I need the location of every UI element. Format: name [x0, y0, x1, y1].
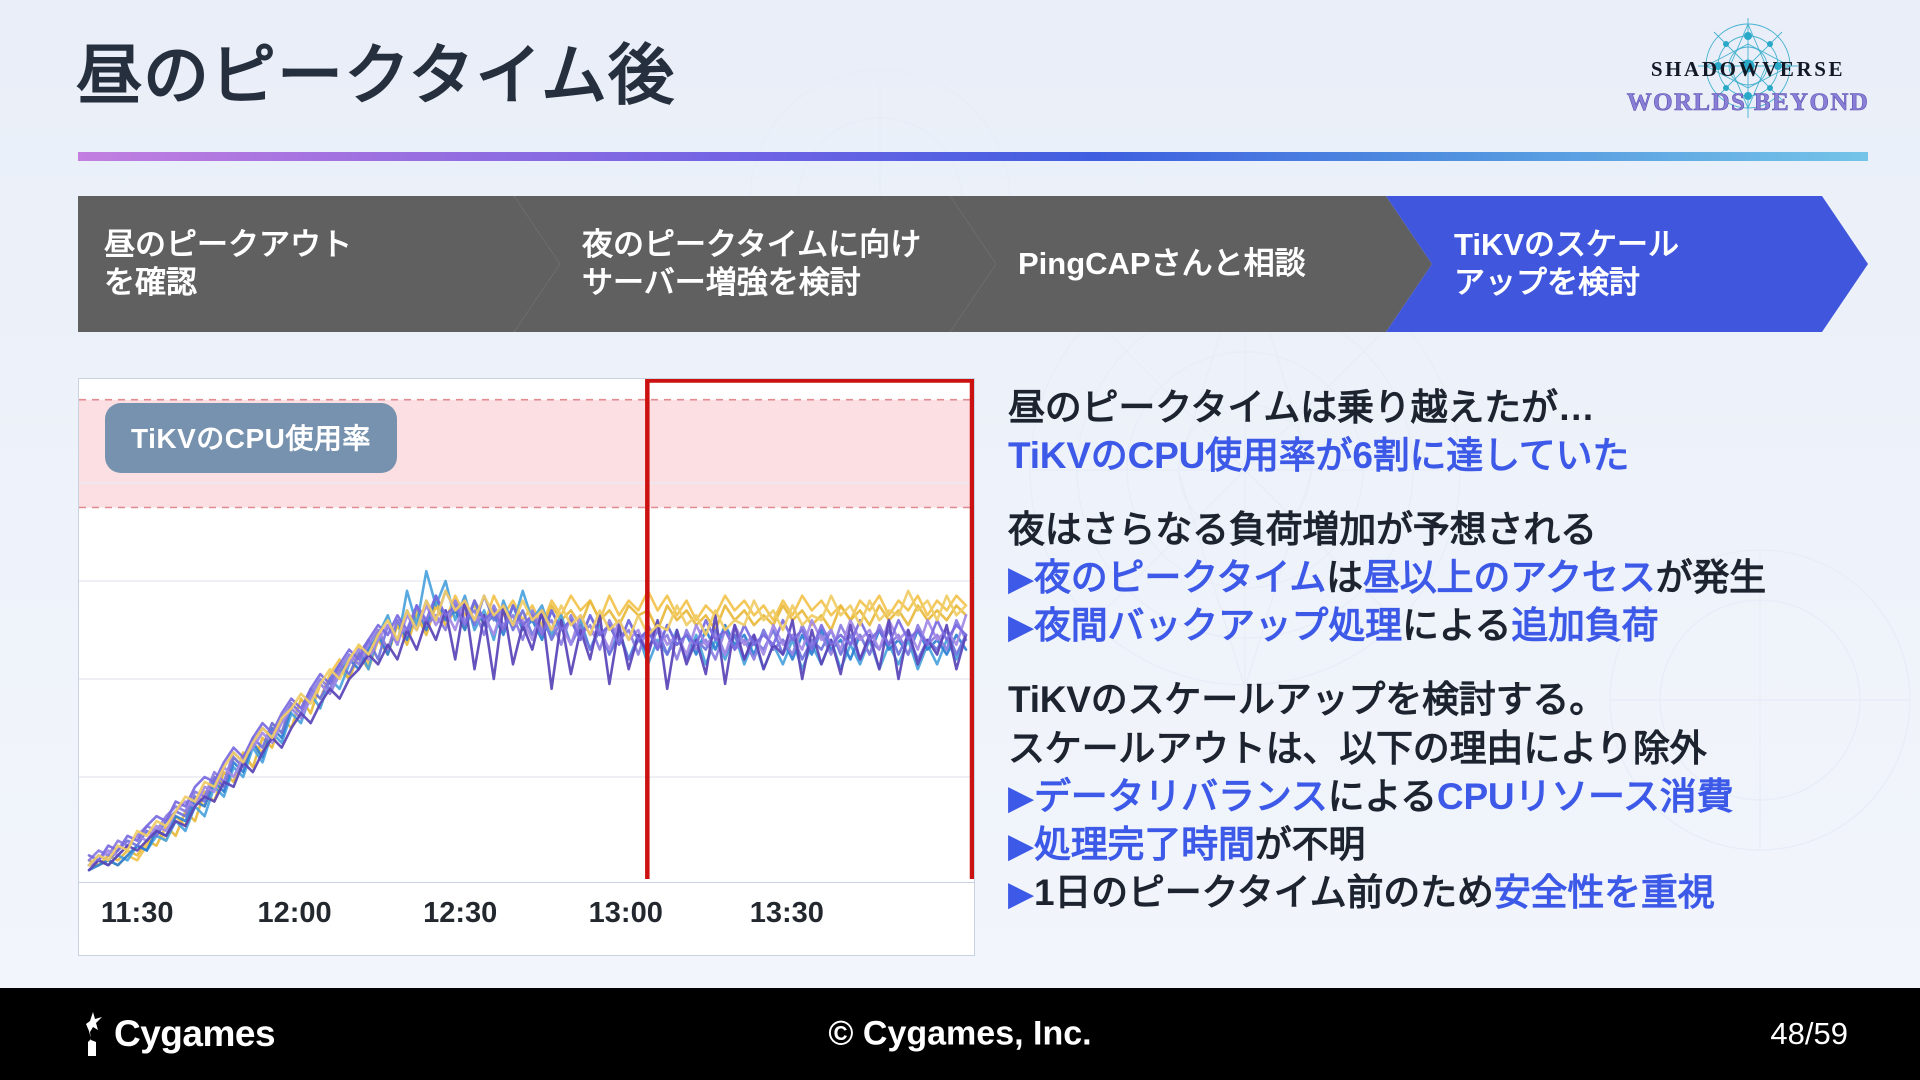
logo-line1: SHADOWVERSE — [1651, 57, 1845, 81]
note-highlight-text: データリバランス — [1033, 775, 1328, 817]
process-step-2[interactable]: 夜のピークタイムに向け サーバー増強を検討 — [514, 196, 996, 332]
process-flow: 昼のピークアウト を確認 夜のピークタイムに向け サーバー増強を検討 PingCAP… — [78, 196, 1868, 332]
note-text: 昼のピークタイムは乗り越えたが… — [1008, 387, 1595, 428]
title-divider — [78, 152, 1868, 161]
bullet-arrow-icon: ▶ — [1008, 874, 1034, 913]
bullet-arrow-icon: ▶ — [1008, 826, 1034, 865]
process-step-1[interactable]: 昼のピークアウト を確認 — [78, 196, 560, 332]
note-highlight-text: CPUリソース消費 — [1436, 775, 1734, 817]
copyright-text: © Cygames, Inc. — [828, 1014, 1092, 1053]
x-axis-tick-label: 13:30 — [749, 897, 824, 929]
page-title: 昼のピークタイム後 — [76, 38, 676, 112]
process-step-4[interactable]: TiKVのスケール アップを検討 — [1386, 196, 1868, 332]
note-bullet-line: ▶データリバランスによるCPUリソース消費 — [1008, 773, 1908, 821]
note-line: TiKVのCPU使用率が6割に達していた — [1008, 432, 1908, 480]
bullet-arrow-icon: ▶ — [1008, 778, 1034, 817]
cpu-usage-chart[interactable]: TiKVのCPU使用率 11:30 12:00 12:30 13:00 13:30 — [78, 378, 975, 956]
cygames-logo: Cygames — [78, 1010, 276, 1058]
cygames-mark-icon — [86, 1012, 102, 1056]
process-step-label: 昼のピークアウト を確認 — [104, 227, 352, 300]
chart-series-badge: TiKVのCPU使用率 — [105, 403, 397, 473]
note-text: 夜はさらなる負荷増加が予想される — [1008, 509, 1597, 551]
note-bullet-line: ▶1日のピークタイム前のため安全性を重視 — [1008, 869, 1908, 917]
x-axis-tick-label: 12:30 — [423, 897, 498, 929]
note-text: スケールアウトは、以下の理由により除外 — [1008, 727, 1707, 769]
bullet-arrow-icon: ▶ — [1008, 560, 1034, 599]
process-step-3[interactable]: PingCAPさんと相談 — [950, 196, 1432, 332]
note-highlight-text: 処理完了時間 — [1033, 823, 1255, 865]
note-line: 昼のピークタイムは乗り越えたが… — [1008, 384, 1908, 432]
note-text: は — [1326, 557, 1363, 599]
cygames-wordmark: Cygames — [114, 1013, 276, 1054]
slide-footer: Cygames © Cygames, Inc. 48/59 — [0, 988, 1920, 1080]
chart-series-3 — [87, 569, 968, 867]
note-bullet-line: ▶夜間バックアップ処理による追加負荷 — [1008, 602, 1908, 650]
note-highlight-text: TiKVのCPU使用率が6割に達していた — [1008, 435, 1630, 477]
note-highlight-text: 安全性を重視 — [1493, 871, 1715, 913]
note-highlight-text: 夜のピークタイム — [1033, 557, 1327, 599]
note-bullet-line: ▶夜のピークタイムは昼以上のアクセスが発生 — [1008, 554, 1908, 602]
x-axis-tick-label: 12:00 — [257, 897, 332, 929]
note-line: スケールアウトは、以下の理由により除外 — [1008, 725, 1908, 773]
chart-x-axis: 11:30 12:00 12:30 13:00 13:30 — [79, 882, 974, 956]
note-line: TiKVのスケールアップを検討する。 — [1008, 676, 1908, 724]
process-step-label: TiKVのスケール アップを検討 — [1454, 227, 1680, 300]
x-axis-tick-label: 11:30 — [100, 897, 174, 929]
note-highlight-text: 追加負荷 — [1511, 605, 1659, 647]
logo-line2: WORLDS BEYOND — [1627, 89, 1870, 116]
note-text: による — [1401, 605, 1512, 647]
x-axis-tick-label: 13:00 — [588, 897, 663, 929]
process-step-label: PingCAPさんと相談 — [1018, 246, 1306, 282]
note-text: が不明 — [1254, 823, 1366, 865]
note-text: による — [1327, 775, 1437, 817]
note-highlight-text: 昼以上のアクセス — [1362, 557, 1656, 599]
process-step-label: 夜のピークタイムに向け サーバー増強を検討 — [582, 227, 922, 300]
bullet-arrow-icon: ▶ — [1008, 608, 1034, 647]
note-text: が発生 — [1655, 557, 1767, 599]
shadowverse-worlds-beyond-logo: SHADOWVERSE WORLDS BEYOND — [1626, 18, 1870, 118]
notes-column: 昼のピークタイムは乗り越えたが… TiKVのCPU使用率が6割に達していた 夜はさら… — [1008, 384, 1908, 917]
note-bullet-line: ▶処理完了時間が不明 — [1008, 821, 1908, 869]
note-line: 夜はさらなる負荷増加が予想される — [1008, 506, 1908, 554]
note-text: 1日のピークタイム前のため — [1033, 871, 1494, 913]
note-text: TiKVのスケールアップを検討する。 — [1008, 679, 1607, 721]
note-highlight-text: 夜間バックアップ処理 — [1033, 605, 1402, 647]
page-number: 48/59 — [1770, 1016, 1848, 1051]
